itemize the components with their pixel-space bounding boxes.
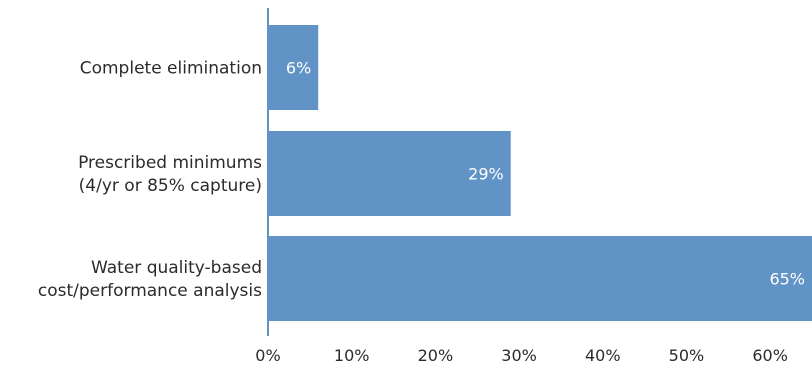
bar — [268, 25, 319, 110]
x-tick-label: 20% — [418, 346, 454, 365]
x-axis-ticks-group: 0% 10% 20% 30% 40% 50% 60% — [255, 346, 788, 365]
x-tick-label: 0% — [255, 346, 280, 365]
data-label: 6% — [286, 59, 311, 78]
bar — [268, 131, 511, 216]
data-label: 65% — [769, 270, 805, 289]
x-tick-label: 60% — [752, 346, 788, 365]
data-label: 29% — [468, 165, 504, 184]
category-labels-group: Complete elimination Prescribed minimums (… — [38, 59, 262, 302]
x-tick-label: 40% — [585, 346, 621, 365]
x-tick-label: 10% — [334, 346, 370, 365]
data-labels-group: 6% 29% 65% — [286, 59, 805, 289]
category-label: Prescribed minimums — [78, 153, 262, 173]
x-tick-label: 50% — [669, 346, 705, 365]
category-label: cost/performance analysis — [38, 281, 262, 301]
category-label: (4/yr or 85% capture) — [79, 176, 262, 196]
category-label: Water quality-based — [91, 258, 262, 278]
category-label: Complete elimination — [80, 59, 262, 79]
bar — [268, 236, 812, 321]
x-tick-label: 30% — [501, 346, 537, 365]
bars-group — [268, 25, 812, 321]
